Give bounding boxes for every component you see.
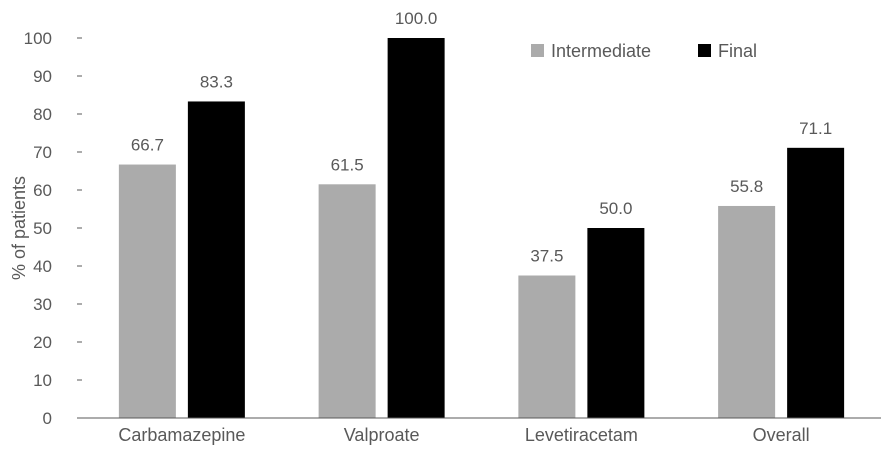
legend-swatch-final — [698, 44, 711, 57]
y-tick-label: 50 — [33, 219, 52, 238]
data-label-intermediate-carbamazepine: 66.7 — [131, 136, 164, 155]
data-label-final-carbamazepine: 83.3 — [200, 72, 233, 91]
data-labels: 66.7 83.3 61.5 100.0 37.5 50.0 55.8 71.1 — [131, 9, 832, 266]
y-tick-label: 100 — [24, 29, 52, 48]
data-label-final-overall: 71.1 — [799, 119, 832, 138]
bars — [118, 38, 845, 419]
data-label-intermediate-levetiracetam: 37.5 — [530, 247, 563, 266]
x-category-label: Valproate — [344, 425, 420, 445]
y-tick-label: 40 — [33, 257, 52, 276]
y-tick-label: 60 — [33, 181, 52, 200]
legend-swatch-intermediate — [531, 44, 544, 57]
x-category-label: Carbamazepine — [118, 425, 245, 445]
y-tick-label: 80 — [33, 105, 52, 124]
y-axis-ticks: 0 10 20 30 40 50 60 70 80 90 100 — [24, 29, 82, 428]
x-category-label: Overall — [753, 425, 810, 445]
bar-intermediate-valproate — [318, 184, 376, 418]
y-tick-label: 30 — [33, 295, 52, 314]
data-label-intermediate-valproate: 61.5 — [331, 155, 364, 174]
legend-label-final: Final — [718, 41, 757, 61]
bar-final-carbamazepine — [187, 101, 245, 419]
x-axis-categories: Carbamazepine Valproate Levetiracetam Overa… — [118, 425, 809, 445]
legend: Intermediate Final — [531, 41, 757, 61]
data-label-final-valproate: 100.0 — [395, 9, 438, 28]
bar-intermediate-carbamazepine — [118, 164, 176, 418]
bar-intermediate-levetiracetam — [518, 275, 576, 418]
y-tick-label: 0 — [43, 409, 52, 428]
y-tick-label: 20 — [33, 333, 52, 352]
y-axis-title: % of patients — [9, 176, 29, 280]
y-tick-label: 10 — [33, 371, 52, 390]
y-tick-label: 70 — [33, 143, 52, 162]
data-label-final-levetiracetam: 50.0 — [599, 199, 632, 218]
x-category-label: Levetiracetam — [525, 425, 638, 445]
bar-final-overall — [787, 147, 845, 418]
bar-final-levetiracetam — [587, 228, 645, 418]
bar-intermediate-overall — [718, 205, 776, 418]
y-tick-label: 90 — [33, 67, 52, 86]
data-label-intermediate-overall: 55.8 — [730, 177, 763, 196]
bar-final-valproate — [387, 38, 445, 418]
legend-label-intermediate: Intermediate — [551, 41, 651, 61]
